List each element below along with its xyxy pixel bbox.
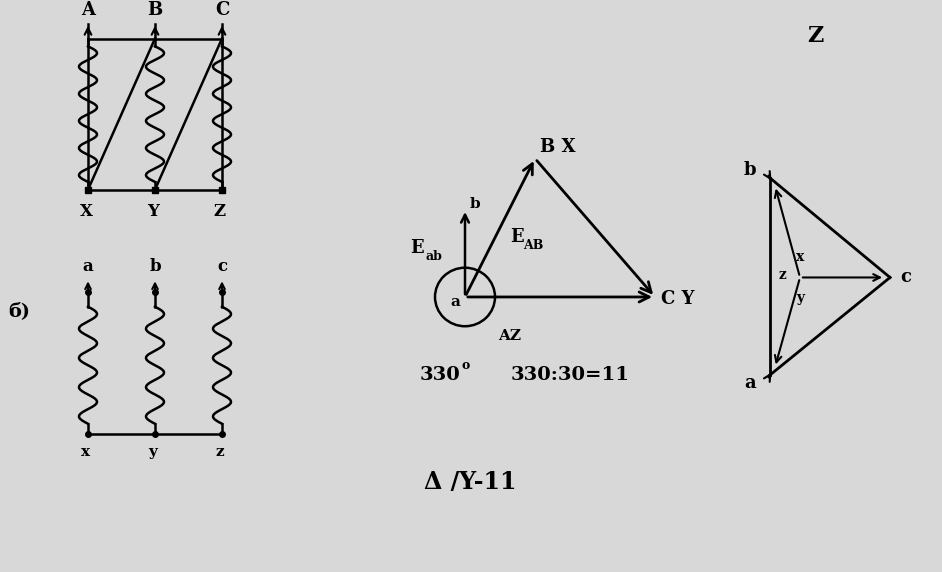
Text: E: E [410,239,424,257]
Text: ab: ab [425,249,442,263]
Text: c: c [217,257,227,275]
Text: C: C [215,1,229,19]
Text: a: a [744,374,756,392]
Text: b: b [149,257,161,275]
Text: Y: Y [147,204,159,220]
Text: Δ /Y-11: Δ /Y-11 [424,470,516,494]
Text: AB: AB [523,239,544,252]
Text: o: o [462,359,470,372]
Text: x: x [81,445,90,459]
Text: A: A [81,1,95,19]
Text: b: b [743,161,756,179]
Text: B X: B X [540,138,576,156]
Text: б): б) [8,302,30,320]
Text: X: X [79,204,92,220]
Text: b: b [470,197,480,211]
Text: x: x [796,250,804,264]
Text: y: y [796,291,804,305]
Text: B: B [147,1,163,19]
Text: Z: Z [807,25,823,46]
Text: y: y [149,445,157,459]
Text: a: a [83,257,93,275]
Text: AZ: AZ [498,329,521,343]
Text: z: z [778,268,786,281]
Text: c: c [900,268,911,287]
Text: Z: Z [214,204,226,220]
Text: 330:30=11: 330:30=11 [511,366,629,384]
Text: 330: 330 [419,366,461,384]
Text: E: E [510,228,524,247]
Text: z: z [216,445,224,459]
Text: C Y: C Y [661,290,694,308]
Text: a: a [450,295,460,309]
